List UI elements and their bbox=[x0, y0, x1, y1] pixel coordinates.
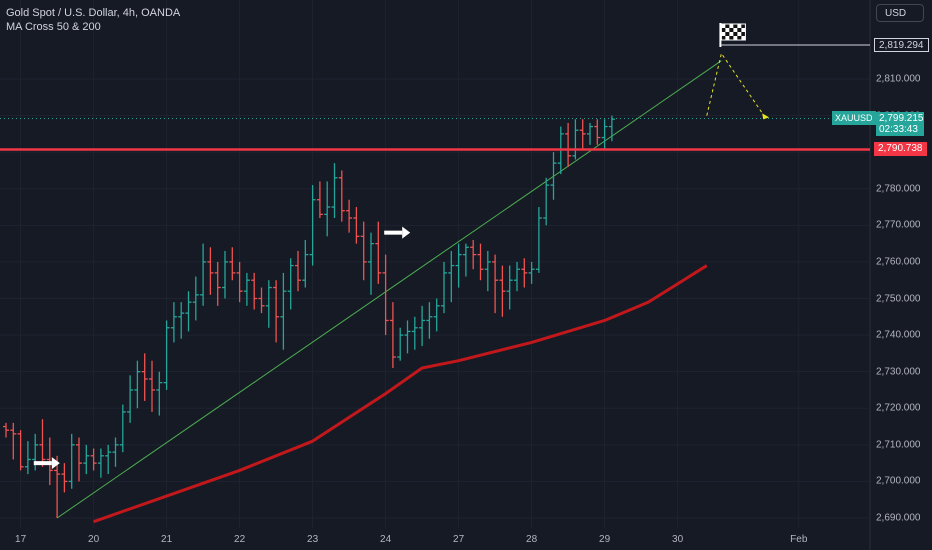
time-tick-label: Feb bbox=[790, 534, 808, 545]
symbol-tag: XAUUSD bbox=[832, 111, 876, 126]
flag-square bbox=[733, 27, 738, 32]
price-tick-label: 2,720.000 bbox=[876, 402, 921, 414]
flag-square bbox=[741, 35, 746, 40]
flag-square bbox=[721, 27, 726, 32]
right-arrow-icon bbox=[33, 457, 60, 470]
flag-square bbox=[737, 27, 742, 32]
flag-square bbox=[733, 31, 738, 36]
flag-square bbox=[737, 35, 742, 40]
time-tick-label: 22 bbox=[234, 534, 246, 545]
flag-square bbox=[725, 31, 730, 36]
time-tick-label: 27 bbox=[453, 534, 465, 545]
time-tick-label: 23 bbox=[307, 534, 319, 545]
price-tick-label: 2,780.000 bbox=[876, 183, 921, 195]
price-tick-label: 2,770.000 bbox=[876, 219, 921, 231]
checkered-flag-icon bbox=[719, 22, 746, 47]
price-tick-label: 2,760.000 bbox=[876, 256, 921, 268]
time-tick-label: 21 bbox=[161, 534, 173, 545]
last-price-tag: 2,799.215 02:33:43 bbox=[876, 112, 924, 137]
arrow-head bbox=[51, 457, 60, 470]
right-arrow-icon bbox=[384, 226, 411, 239]
arrow-head bbox=[402, 226, 411, 239]
time-tick-label: 20 bbox=[88, 534, 100, 545]
flag-square bbox=[725, 35, 730, 40]
time-tick-label: 28 bbox=[526, 534, 538, 545]
price-tick-label: 2,750.000 bbox=[876, 293, 921, 304]
flag-square bbox=[729, 31, 734, 36]
flag-square bbox=[741, 27, 746, 32]
flag-square bbox=[733, 23, 738, 28]
flag-border bbox=[720, 23, 746, 41]
time-tick-label: 29 bbox=[599, 534, 611, 545]
time-tick-label: 30 bbox=[672, 534, 684, 545]
price-tick-label: 2,710.000 bbox=[876, 439, 921, 451]
price-tick-label: 2,740.000 bbox=[876, 329, 921, 341]
flag-square bbox=[721, 31, 726, 36]
flag-square bbox=[721, 23, 726, 28]
resistance-price-tag: 2,790.738 bbox=[874, 142, 927, 157]
price-tick-label: 2,810.000 bbox=[876, 73, 921, 85]
indicator-label: MA Cross 50 & 200 bbox=[6, 21, 101, 33]
price-tick-label: 2,730.000 bbox=[876, 366, 921, 378]
flag-square bbox=[729, 35, 734, 40]
flag-square bbox=[729, 27, 734, 32]
flag-square bbox=[725, 27, 730, 32]
last-price-value: 2,799.215 bbox=[879, 113, 924, 125]
projection-arrowhead bbox=[762, 113, 770, 120]
flag-square bbox=[741, 31, 746, 36]
moving-average-line bbox=[93, 264, 708, 524]
price-tick-label: 2,690.000 bbox=[876, 512, 921, 524]
target-price-tag: 2,819.294 bbox=[874, 37, 929, 52]
time-tick-label: 24 bbox=[380, 534, 392, 545]
time-tick-label: 17 bbox=[15, 534, 27, 545]
flag-square bbox=[737, 23, 742, 28]
flag-square bbox=[721, 35, 726, 40]
flag-square bbox=[737, 31, 742, 36]
trendline bbox=[56, 60, 722, 519]
price-tick-label: 2,700.000 bbox=[876, 475, 921, 487]
arrow-shaft bbox=[33, 461, 52, 466]
currency-button[interactable]: USD bbox=[876, 4, 924, 22]
symbol-title: Gold Spot / U.S. Dollar, 4h, OANDA bbox=[6, 7, 181, 19]
flag-square bbox=[725, 23, 730, 28]
flag-square bbox=[733, 35, 738, 40]
chart-legend: Gold Spot / U.S. Dollar, 4h, OANDA MA Cr… bbox=[6, 6, 180, 34]
bar-countdown: 02:33:43 bbox=[879, 124, 918, 136]
arrow-shaft bbox=[384, 230, 403, 235]
projection-path bbox=[706, 52, 766, 118]
flag-square bbox=[729, 23, 734, 28]
flag-square bbox=[741, 23, 746, 28]
